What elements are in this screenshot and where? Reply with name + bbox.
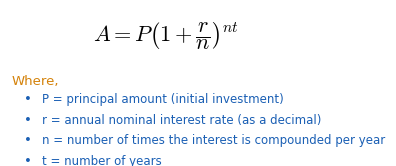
Text: •: •: [24, 155, 32, 166]
Text: •: •: [24, 93, 32, 106]
Text: n = number of times the interest is compounded per year: n = number of times the interest is comp…: [42, 134, 385, 147]
Text: •: •: [24, 114, 32, 127]
Text: r = annual nominal interest rate (as a decimal): r = annual nominal interest rate (as a d…: [42, 114, 321, 127]
Text: P = principal amount (initial investment): P = principal amount (initial investment…: [42, 93, 283, 106]
Text: t = number of years: t = number of years: [42, 155, 161, 166]
Text: $A = P\left(1 + \dfrac{r}{n}\right)^{nt}$: $A = P\left(1 + \dfrac{r}{n}\right)^{nt}…: [93, 20, 239, 52]
Text: •: •: [24, 134, 32, 147]
Text: Where,: Where,: [12, 75, 59, 88]
